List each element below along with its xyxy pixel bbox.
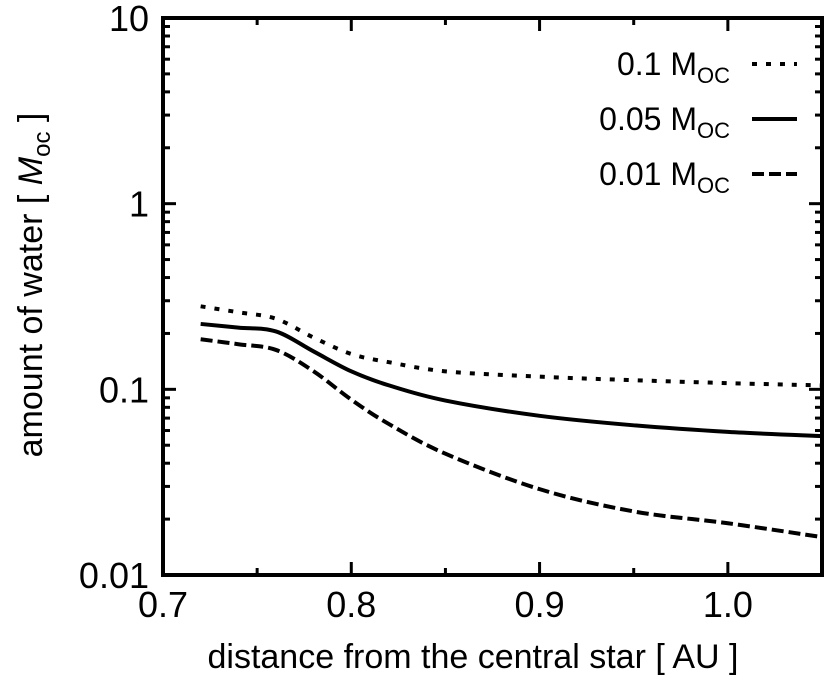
x-axis-label: distance from the central star [ AU ] xyxy=(207,638,738,676)
x-tick-label: 0.8 xyxy=(326,584,376,625)
y-axis-label-variable: M xyxy=(12,156,50,185)
plot-area xyxy=(161,16,824,577)
x-tick-label: 0.9 xyxy=(515,584,565,625)
series-layer xyxy=(200,304,823,540)
legend-label-1: 0.05 MOC xyxy=(599,101,730,143)
legend-label-subscript: OC xyxy=(697,63,730,88)
legend-label-subscript: OC xyxy=(697,173,730,198)
legend-label-main: 0.05 M xyxy=(599,101,697,137)
legend-label-main: 0.1 M xyxy=(617,46,697,82)
series-line-0 xyxy=(200,304,823,388)
legend-label-2: 0.01 MOC xyxy=(599,156,730,198)
plot-frame xyxy=(161,16,824,577)
y-tick-label: 0.1 xyxy=(99,369,149,410)
series-line-1 xyxy=(200,321,823,439)
y-axis-label-suffix: ] xyxy=(12,113,50,132)
legend-label-0: 0.1 MOC xyxy=(617,46,730,88)
y-tick-label: 1 xyxy=(129,184,149,225)
x-tick-label: 0.7 xyxy=(138,584,188,625)
y-tick-label: 0.01 xyxy=(79,555,149,596)
y-axis-label-subscript: oc xyxy=(29,132,56,157)
legend-label-subscript: OC xyxy=(697,118,730,143)
x-tick-label: 1.0 xyxy=(703,584,753,625)
axis-ticks: 0.7 0.8 0.9 1.0 0.01 0.1 1 10 xyxy=(79,0,822,625)
series-line-2 xyxy=(200,337,823,540)
y-axis-label: amount of water [ Moc ] xyxy=(12,113,56,458)
legend-label-main: 0.01 M xyxy=(599,156,697,192)
y-tick-label: 10 xyxy=(109,0,149,39)
y-axis-label-prefix: amount of water [ xyxy=(12,185,50,457)
